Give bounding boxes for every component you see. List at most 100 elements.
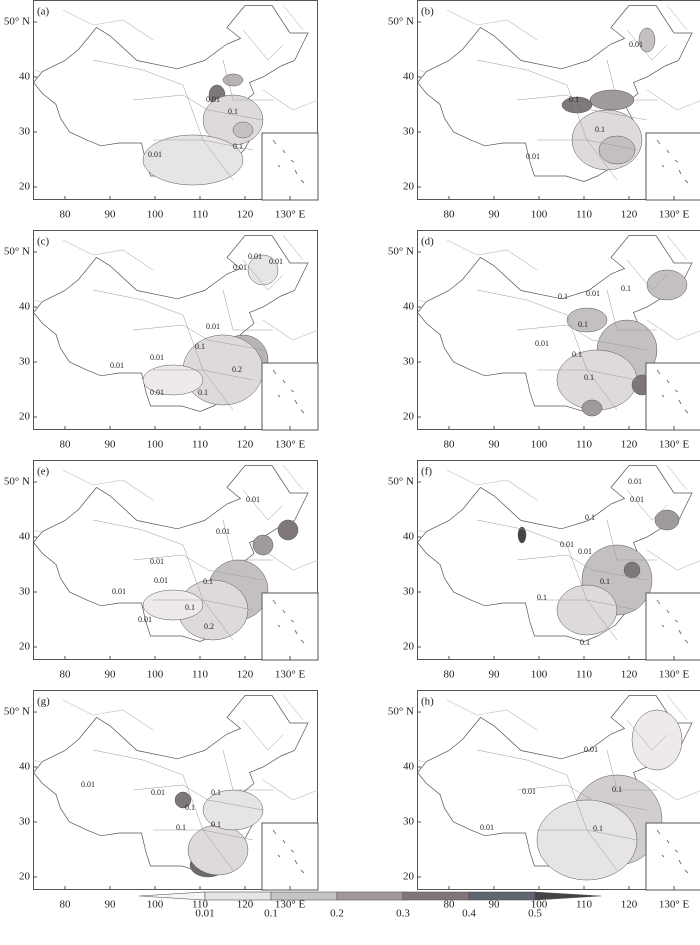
lon-label: 120 [621,899,638,911]
shaded-area [233,122,253,138]
lon-label: 90 [105,209,117,221]
lon-label: 80 [60,439,72,451]
lat-label: 20 [19,871,31,883]
lon-label: 110 [576,899,593,911]
contour-label: 0.01 [233,263,247,272]
colorbar-segment [469,892,535,900]
contour-label: 0.2 [232,365,242,374]
lon-label: 130° E [659,439,690,451]
contour-label: 0.01 [269,257,283,266]
shaded-area [647,270,687,300]
lat-label: 30 [19,816,31,828]
lon-label: 110 [576,669,593,681]
lon-label: 80 [444,439,456,451]
colorbar-label: 0.4 [462,908,476,920]
lon-label: 80 [444,209,456,221]
colorbar-segment [403,892,469,900]
lon-label: 110 [576,209,593,221]
lon-label: 80 [60,209,72,221]
lon-label: 90 [105,439,117,451]
colorbar-label: 0.1 [264,908,278,920]
lat-label: 30 [403,586,415,598]
contour-label: 0.1 [600,577,610,586]
lon-label: 120 [237,439,254,451]
panel-label: (b) [421,6,434,18]
contour-label: 0.01 [150,557,164,566]
contour-label: 0.1 [580,638,590,647]
lon-label: 100 [147,439,164,451]
contour-label: 0.1 [198,388,208,397]
contour-label: 0.01 [150,353,164,362]
lat-label: 30 [19,586,31,598]
inset-frame [646,823,700,890]
lat-label: 30 [19,126,31,138]
lon-label: 100 [531,669,548,681]
lat-label: 30 [403,816,415,828]
contour-label: 0.1 [203,577,213,586]
inset-frame [262,363,318,430]
lon-label: 120 [237,669,254,681]
lon-label: 90 [489,669,501,681]
panel-label: (g) [37,696,50,708]
lat-label: 20 [403,871,415,883]
lat-label: 30 [403,356,415,368]
shaded-area [624,562,640,578]
lat-label: 40 [19,761,31,773]
lat-label: 50° N [4,476,30,488]
lon-label: 100 [147,669,164,681]
contour-label: 0.1 [595,125,605,134]
contour-label: 0.01 [150,388,164,397]
inset-frame [262,823,318,890]
lat-label: 40 [19,71,31,83]
lon-label: 120 [621,439,638,451]
lon-label: 110 [192,439,209,451]
inset-frame [646,363,700,430]
lon-label: 90 [105,899,117,911]
lon-label: 110 [192,209,209,221]
lon-label: 130° E [275,669,306,681]
lat-label: 50° N [4,16,30,28]
contour-label: 0.01 [522,787,536,796]
contour-label: 0.1 [569,95,579,104]
shaded-area [557,585,617,635]
map-panel: (e)0.010.010.010.010.010.10.10.20.0150° … [4,461,318,681]
colorbar-label: 0.3 [396,908,410,920]
contour-label: 0.01 [81,780,95,789]
inset-frame [262,133,318,200]
contour-label: 0.01 [480,823,494,832]
panel-label: (a) [37,6,50,18]
lat-label: 20 [19,411,31,423]
lat-label: 40 [403,531,415,543]
lat-label: 50° N [388,16,414,28]
lon-label: 90 [489,209,501,221]
contour-label: 0.01 [584,745,598,754]
lon-label: 90 [489,439,501,451]
contour-label: 0.1 [621,284,631,293]
shaded-area [582,400,602,416]
contour-label: 0.01 [246,495,260,504]
contour-label: 0.1 [585,513,595,522]
panel-label: (f) [421,466,432,478]
lat-label: 50° N [388,476,414,488]
lat-label: 20 [19,641,31,653]
lat-label: 40 [403,761,415,773]
contour-label: 0.1 [558,292,568,301]
colorbar-segment [337,892,403,900]
contour-label: 0.1 [584,373,594,382]
contour-label: 0.1 [228,107,238,116]
contour-label: 0.01 [248,252,262,261]
lat-label: 20 [403,181,415,193]
contour-label: 0.1 [572,350,582,359]
lon-label: 120 [237,899,254,911]
shaded-area [537,800,637,880]
contour-label: 0.01 [206,322,220,331]
lat-label: 20 [403,411,415,423]
contour-label: 0.01 [628,477,642,486]
lat-label: 50° N [388,246,414,258]
